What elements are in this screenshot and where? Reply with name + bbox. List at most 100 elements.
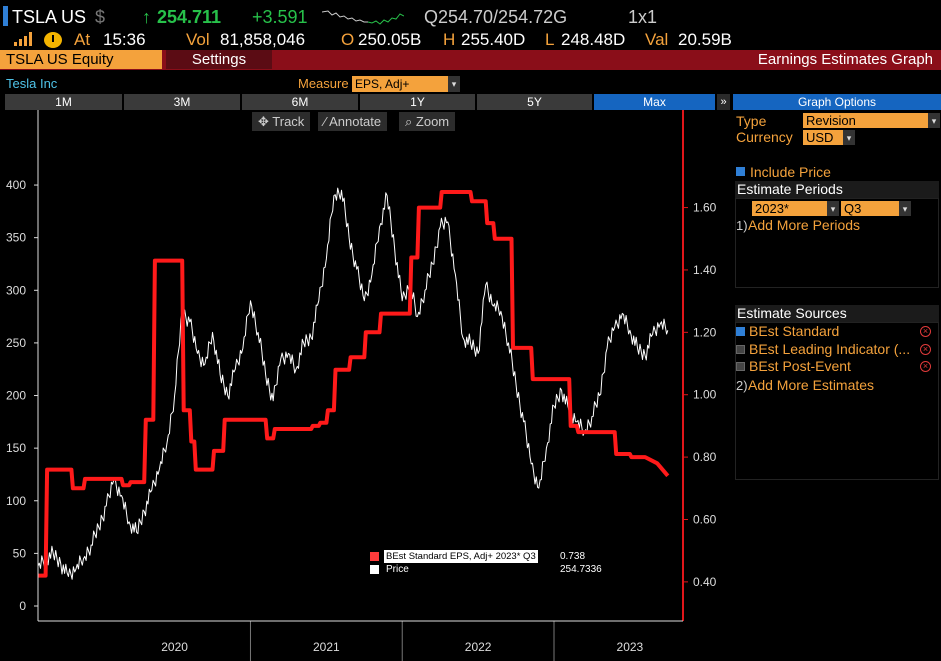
add-more-periods-link[interactable]: Add More Periods xyxy=(748,217,861,233)
price-change: +3.591 xyxy=(252,7,308,27)
chevron-down-icon: ▾ xyxy=(448,76,460,92)
type-value: Revision xyxy=(806,113,856,128)
right-tick-label: 1.20 xyxy=(693,325,717,339)
left-tick-label: 150 xyxy=(6,441,26,455)
source-label-2: BEst Post-Event xyxy=(749,358,851,374)
stats-bar: At 15:36 Vol 81,858,046 O 250.05B H 255.… xyxy=(0,30,941,50)
volume-label: Vol xyxy=(186,30,210,49)
legend-eps-name: BEst Standard EPS, Adj+ 2023* Q3 xyxy=(384,550,538,563)
measure-label: Measure xyxy=(298,76,349,91)
chevron-down-icon: ▾ xyxy=(899,201,911,216)
tab-settings[interactable]: Settings xyxy=(166,50,272,69)
currency-dropdown[interactable]: USD ▾ xyxy=(803,130,855,145)
legend-swatch-eps xyxy=(370,552,379,561)
legend-swatch-price xyxy=(370,565,379,574)
low-value: 248.48D xyxy=(561,30,626,49)
at-label: At xyxy=(74,30,91,49)
source-label-1: BEst Leading Indicator (... xyxy=(749,341,911,357)
company-name: Tesla Inc xyxy=(6,76,58,91)
right-tick-label: 0.60 xyxy=(693,512,717,526)
ticker[interactable]: TSLA US xyxy=(12,7,87,27)
currency-label: Currency xyxy=(736,129,793,145)
legend-eps-value: 0.738 xyxy=(560,551,586,562)
eps-series-line xyxy=(38,190,670,578)
left-tick-label: 300 xyxy=(6,283,26,297)
currency-symbol: $ xyxy=(95,7,106,27)
left-tick-label: 100 xyxy=(6,494,26,508)
measure-value: EPS, Adj+ xyxy=(355,77,410,91)
left-tick-label: 200 xyxy=(6,389,26,403)
x-tick-label: 2023 xyxy=(617,640,644,654)
right-tick-label: 1.00 xyxy=(693,388,717,402)
right-tick-label: 0.80 xyxy=(693,450,717,464)
range-1y[interactable]: 1Y xyxy=(360,94,475,110)
high-value: 255.40D xyxy=(461,30,526,49)
legend-price-name: Price xyxy=(386,564,409,575)
x-tick-label: 2021 xyxy=(313,640,340,654)
remove-source-icon[interactable]: × xyxy=(920,326,931,337)
include-price-checkbox[interactable] xyxy=(736,167,745,176)
chevron-down-icon: ▾ xyxy=(827,201,839,216)
source-checkbox-0[interactable] xyxy=(736,327,745,336)
open-value: 250.05B xyxy=(358,30,422,49)
range-5y[interactable]: 5Y xyxy=(477,94,592,110)
bid-ask-quote: Q254.70/254.72G xyxy=(424,7,568,27)
type-dropdown[interactable]: Revision ▾ xyxy=(803,113,940,128)
estimate-periods-title: Estimate Periods xyxy=(737,181,843,197)
remove-source-icon[interactable]: × xyxy=(920,361,931,372)
zoom-icon: ⌕ xyxy=(405,114,416,129)
estimate-sources-title: Estimate Sources xyxy=(737,305,847,321)
chevron-down-icon: ▾ xyxy=(843,130,855,145)
quote-size: 1x1 xyxy=(628,7,658,27)
type-label: Type xyxy=(736,113,767,129)
low-label: L xyxy=(545,30,555,49)
estimate-periods-box xyxy=(735,198,939,288)
source-checkbox-2[interactable] xyxy=(736,362,745,371)
left-tick-label: 0 xyxy=(19,599,26,613)
collapse-panel-icon[interactable]: » xyxy=(717,94,730,110)
estimate-sources-box xyxy=(735,322,939,480)
remove-source-icon[interactable]: × xyxy=(920,344,931,355)
range-6m[interactable]: 6M xyxy=(242,94,358,110)
range-1m[interactable]: 1M xyxy=(5,94,122,110)
right-tick-label: 0.40 xyxy=(693,575,717,589)
annotate-tool[interactable]: ∕ Annotate xyxy=(318,112,388,131)
signal-bars-icon xyxy=(14,32,32,46)
range-3m[interactable]: 3M xyxy=(124,94,240,110)
add-periods-number: 1) xyxy=(736,218,748,233)
period-quarter-value: Q3 xyxy=(844,201,862,216)
chevron-down-icon: ▾ xyxy=(928,113,940,128)
pencil-icon: ∕ xyxy=(324,114,330,129)
zoom-tool[interactable]: ⌕ Zoom xyxy=(399,112,456,131)
left-tick-label: 50 xyxy=(13,546,27,560)
price-series-line xyxy=(37,187,669,580)
estimate-sources-header: Estimate Sources xyxy=(735,305,939,322)
sparkline-icon xyxy=(322,10,404,25)
ticker-marker xyxy=(3,6,8,26)
val-value: 20.59B xyxy=(678,30,732,49)
add-more-estimates-link[interactable]: Add More Estimates xyxy=(748,377,875,393)
period-year-value: 2023* xyxy=(755,201,789,216)
left-tick-label: 350 xyxy=(6,231,26,245)
quote-time: 15:36 xyxy=(103,30,146,49)
clock-icon xyxy=(44,32,62,48)
x-tick-label: 2022 xyxy=(465,640,492,654)
right-tick-label: 1.40 xyxy=(693,263,717,277)
measure-dropdown[interactable]: EPS, Adj+ ▾ xyxy=(352,76,460,92)
up-arrow-icon: ↑ xyxy=(142,7,151,27)
x-tick-label: 2020 xyxy=(161,640,188,654)
graph-options-header: Graph Options xyxy=(733,94,941,110)
range-max[interactable]: Max xyxy=(594,94,715,110)
period-year-dropdown[interactable]: 2023* ▾ xyxy=(752,201,839,216)
chart-legend: BEst Standard EPS, Adj+ 2023* Q3 0.738 P… xyxy=(366,547,610,579)
open-label: O xyxy=(341,30,355,49)
track-tool[interactable]: ✥ Track xyxy=(252,112,311,131)
tab-equity[interactable]: TSLA US Equity xyxy=(0,50,162,69)
left-tick-label: 400 xyxy=(6,178,26,192)
add-estimates-number: 2) xyxy=(736,378,748,393)
period-quarter-dropdown[interactable]: Q3 ▾ xyxy=(841,201,911,216)
legend-price-value: 254.7336 xyxy=(560,564,602,575)
estimate-periods-header: Estimate Periods xyxy=(735,181,939,198)
last-price: 254.711 xyxy=(157,7,222,27)
source-checkbox-1[interactable] xyxy=(736,345,745,354)
